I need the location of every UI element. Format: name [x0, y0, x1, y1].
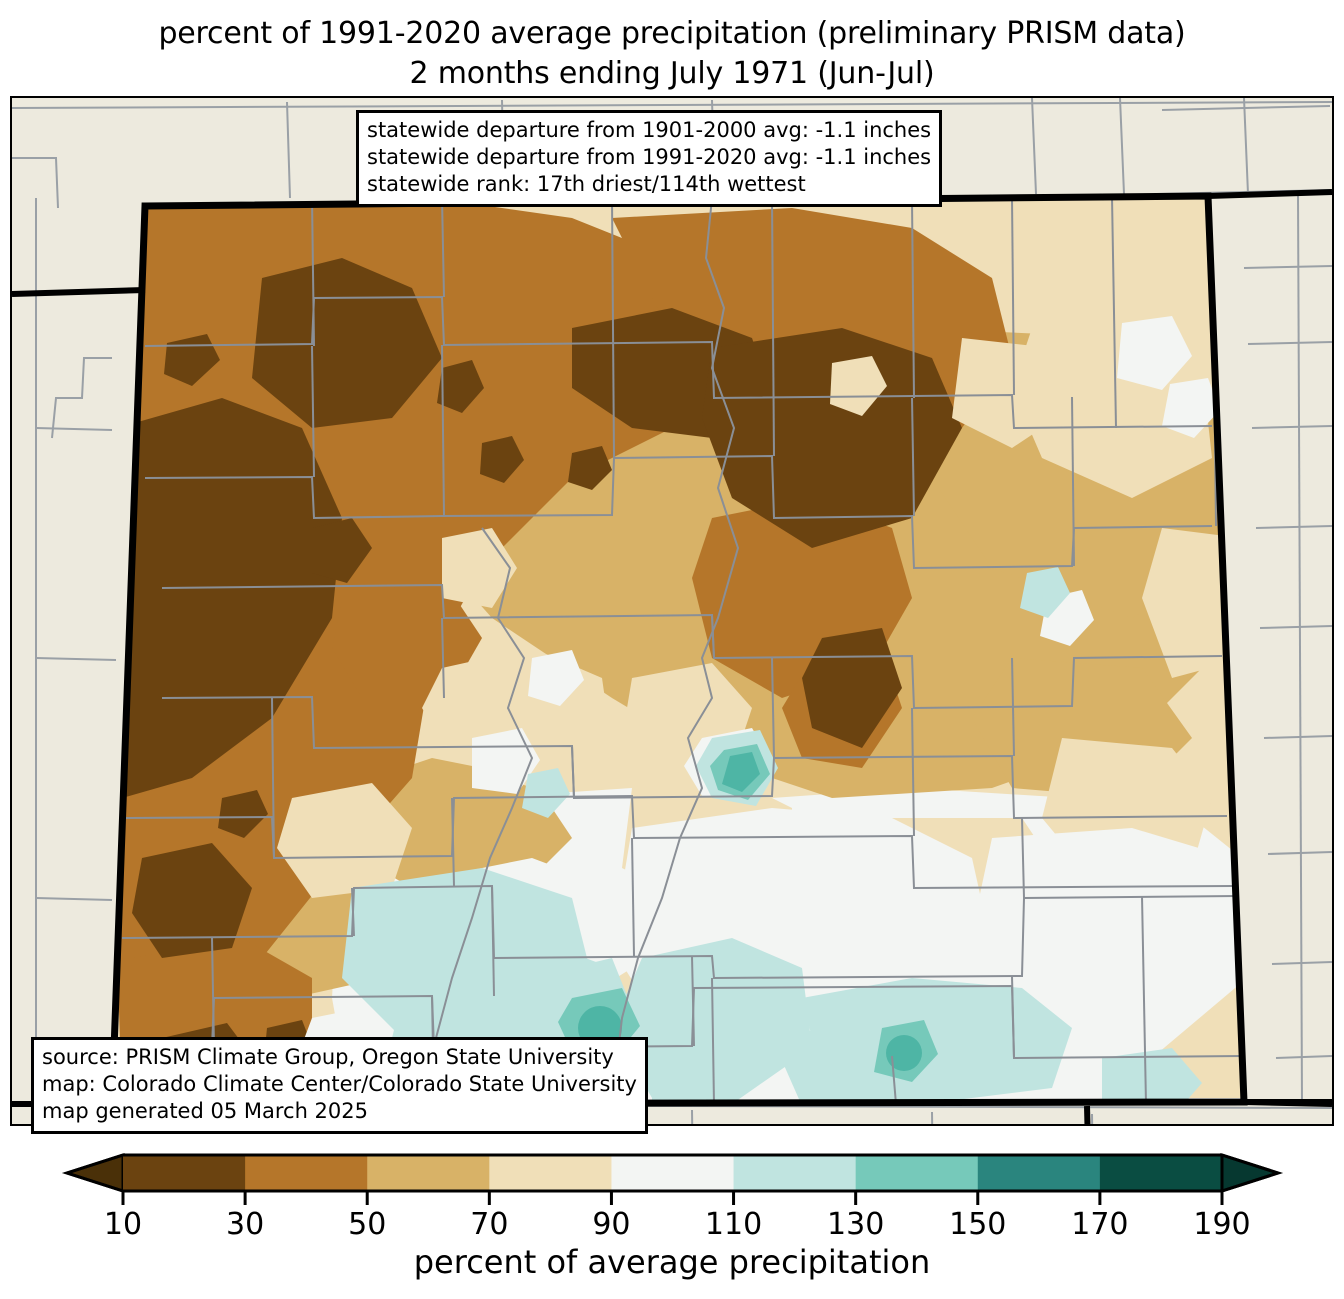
colorbar-bands — [62, 1152, 1283, 1194]
colorbar-tick-label-170: 170 — [1071, 1207, 1129, 1242]
source-line-3: map generated 05 March 2025 — [42, 1099, 369, 1123]
colorbar-band-5 — [733, 1155, 857, 1191]
colorbar-extend-low — [62, 1152, 125, 1194]
colorbar-tick-label-50: 50 — [348, 1207, 387, 1242]
colorbar-ticks — [121, 1191, 1224, 1205]
source-line-1: source: PRISM Climate Group, Oregon Stat… — [42, 1045, 614, 1069]
colorbar-band-7 — [977, 1155, 1101, 1191]
title-line-1: percent of 1991-2020 average precipitati… — [158, 16, 1186, 51]
colorbar-band-2 — [367, 1155, 490, 1191]
source-line-2: map: Colorado Climate Center/Colorado St… — [42, 1072, 637, 1096]
colorbar-band-8 — [1099, 1155, 1223, 1191]
colorbar-tick-label-70: 70 — [470, 1207, 509, 1242]
colorbar-band-6 — [855, 1155, 979, 1191]
stats-line-1: statewide departure from 1901-2000 avg: … — [367, 118, 932, 142]
map-canvas — [10, 96, 1334, 1126]
colorbar-tick-label-10: 10 — [103, 1207, 143, 1242]
stats-line-3: statewide rank: 17th driest/114th wettes… — [367, 172, 806, 196]
colorado-precipitation-map — [12, 98, 1332, 1124]
colorbar-extend-high — [1220, 1152, 1283, 1194]
stats-line-2: statewide departure from 1991-2020 avg: … — [367, 145, 932, 169]
colorado-county-lines — [116, 196, 1243, 1104]
title-line-2: 2 months ending July 1971 (Jun-Jul) — [409, 56, 935, 91]
page-title: percent of 1991-2020 average precipitati… — [0, 14, 1344, 94]
source-credit-box: source: PRISM Climate Group, Oregon Stat… — [31, 1037, 648, 1134]
colorbar-tick-label-150: 150 — [949, 1207, 1007, 1242]
colorbar-svg — [62, 1152, 1283, 1205]
colorbar-axis-label: percent of average precipitation — [413, 1243, 931, 1281]
colorbar-band-0 — [123, 1155, 246, 1191]
colorbar-tick-label-30: 30 — [226, 1207, 265, 1242]
colorbar-band-4 — [611, 1155, 735, 1191]
colorbar-tick-label-190: 190 — [1193, 1207, 1251, 1242]
colorbar-tick-label-90: 90 — [592, 1207, 631, 1242]
precip-contours — [112, 196, 1244, 1104]
colorbar-band-1 — [245, 1155, 368, 1191]
colorbar-band-3 — [489, 1155, 613, 1191]
colorbar: 10 30 50 70 90 110 130 150 170 190 — [0, 1145, 1344, 1299]
colorbar-tick-label-130: 130 — [827, 1207, 885, 1242]
colorbar-tick-label-110: 110 — [704, 1207, 763, 1242]
statewide-stats-box: statewide departure from 1901-2000 avg: … — [356, 110, 943, 207]
